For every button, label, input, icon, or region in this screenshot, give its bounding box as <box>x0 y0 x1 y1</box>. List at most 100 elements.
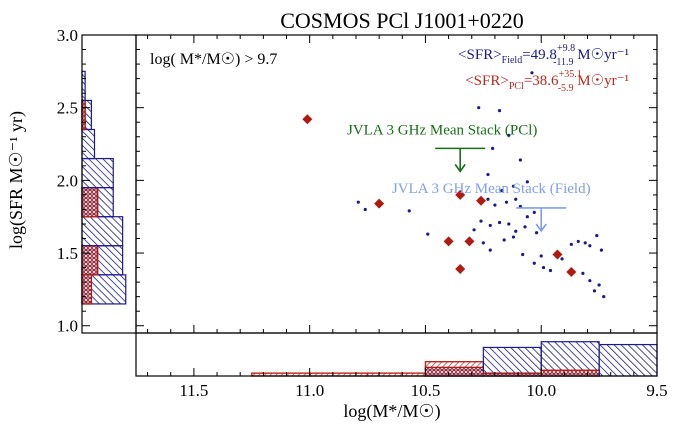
mass-cut-label: log( M*/M☉) > 9.7 <box>150 51 277 68</box>
field-point <box>490 146 495 150</box>
side-frame <box>81 34 137 334</box>
field-point <box>583 241 587 245</box>
field-point <box>488 248 492 252</box>
field-point <box>486 197 490 201</box>
x-tick-label: 11.0 <box>295 381 324 400</box>
field-point <box>532 210 536 214</box>
sfr-hist-overlap-bar <box>81 187 99 218</box>
field-point <box>602 295 606 299</box>
field-point <box>521 252 525 257</box>
field-point <box>479 219 483 223</box>
pcl-point <box>566 266 577 277</box>
legend-pcl-value: =38.6 <box>524 73 559 89</box>
field-point <box>525 180 529 184</box>
x-tick-label: 11.5 <box>179 381 208 400</box>
field-point <box>548 268 553 273</box>
x-tick-label: 10.5 <box>411 381 441 400</box>
axes: 1.0 1.5 2.0 2.5 3.0 11.5 11.0 10.5 10.0 9.5 <box>57 26 668 400</box>
field-point <box>502 238 506 242</box>
field-point <box>497 220 502 225</box>
y-tick-label: 2.0 <box>57 171 78 190</box>
field-point <box>541 265 546 270</box>
field-point <box>514 229 518 233</box>
field-point <box>504 200 509 204</box>
x-tick-label: 10.0 <box>526 381 556 400</box>
sfr-hist-overlap-bar <box>81 245 99 276</box>
legend-pcl-sub: -5.9 <box>558 83 574 94</box>
pcl-point <box>374 198 385 209</box>
field-point <box>356 200 360 204</box>
y-tick-label: 1.5 <box>57 244 78 263</box>
pcl-point <box>443 236 454 247</box>
field-point <box>592 289 597 293</box>
legend-pcl-subscript: PCl <box>509 81 524 92</box>
field-point <box>363 207 367 212</box>
field-point <box>507 222 511 226</box>
field-point <box>523 225 527 229</box>
stack-limit-field-arrowhead <box>535 223 547 233</box>
legend-pcl-sup: +35.1 <box>559 69 582 80</box>
stack-limit-pcl-label: JVLA 3 GHz Mean Stack (PCl) <box>347 122 537 138</box>
field-point <box>595 234 599 238</box>
field-point <box>530 71 534 75</box>
field-point <box>500 188 504 193</box>
field-point <box>514 197 518 201</box>
field-point <box>534 231 539 235</box>
sfr-hist-field-bar <box>81 128 96 160</box>
field-point <box>560 257 564 261</box>
stack-limit-pcl: JVLA 3 GHz Mean Stack (PCl) <box>347 122 537 173</box>
stack-limit-field: JVLA 3 GHz Mean Stack (Field) <box>392 181 591 233</box>
legend-field: <SFR>Field=49.8+9.8 -11.9 M☉yr⁻¹ <box>458 43 629 68</box>
field-point <box>588 279 592 283</box>
field-point <box>481 241 485 245</box>
pcl-point <box>455 264 466 275</box>
y-tick-label: 2.5 <box>57 99 78 118</box>
sfr-hist-field-bar <box>81 157 114 189</box>
field-point <box>426 232 430 236</box>
mass-hist-field-bar <box>482 346 542 377</box>
field-point <box>518 158 522 162</box>
field-point <box>486 172 490 177</box>
pcl-point <box>302 114 313 125</box>
legend-field-sub: -11.9 <box>553 57 573 68</box>
legend-field-prefix: <SFR> <box>458 47 502 63</box>
main-scatter-panel: JVLA 3 GHz Mean Stack (PCl) JVLA 3 GHz Me… <box>302 71 606 299</box>
chart-title: COSMOS PCl J1001+0220 <box>280 8 523 33</box>
field-point <box>493 203 497 207</box>
stack-limit-pcl-arrowhead <box>454 163 466 173</box>
field-point <box>588 244 592 248</box>
field-point <box>599 248 604 252</box>
legend-field-value: =49.8 <box>522 47 557 63</box>
bottom-frame <box>135 332 658 377</box>
sfr-hist-overlap-bar <box>81 274 92 305</box>
mass-histogram <box>251 341 658 377</box>
sfr-hist-field-bar <box>81 216 124 247</box>
field-point <box>581 271 585 275</box>
y-axis-label: log(SFR M☉⁻¹ yr) <box>6 111 27 249</box>
field-point <box>488 223 492 228</box>
mass-hist-overlap-bar <box>424 366 484 377</box>
legend-pcl: <SFR>PCl=38.6+35.1 -5.9 M☉yr⁻¹ <box>465 69 629 94</box>
field-point <box>525 215 529 219</box>
y-tick-label: 3.0 <box>57 26 78 45</box>
field-point <box>497 108 502 113</box>
field-point <box>532 261 536 265</box>
field-point <box>576 239 580 244</box>
legend-field-subscript: Field <box>502 55 523 66</box>
field-point <box>511 235 516 239</box>
legend-pcl-prefix: <SFR> <box>465 73 509 89</box>
legend-pcl-unit: M☉yr⁻¹ <box>574 73 629 89</box>
legend-field-unit: M☉yr⁻¹ <box>574 47 629 63</box>
field-point <box>477 106 481 110</box>
mass-hist-field-bar <box>598 343 658 377</box>
pcl-point <box>455 189 466 200</box>
field-point <box>507 133 511 137</box>
field-point <box>511 184 516 188</box>
pcl-point <box>552 249 563 260</box>
y-tick-label: 1.0 <box>57 317 78 336</box>
field-point <box>569 242 573 246</box>
field-point <box>407 209 411 213</box>
legend-field-sup: +9.8 <box>557 43 575 54</box>
